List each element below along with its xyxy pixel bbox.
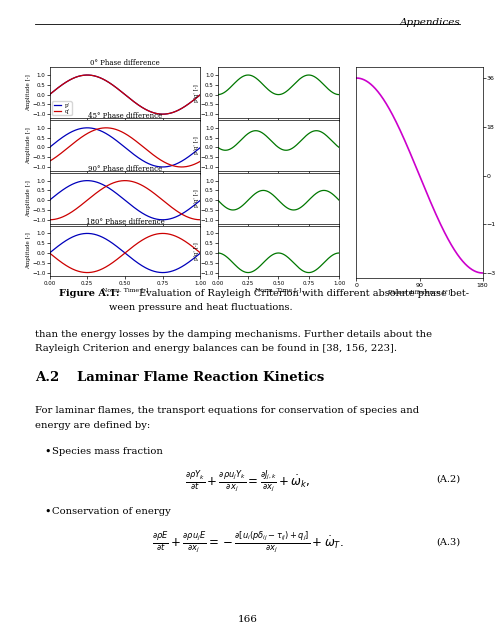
Text: energy are defined by:: energy are defined by: [35, 421, 150, 430]
Text: $\frac{\partial \rho E}{\partial t} + \frac{\partial \rho u_j E}{\partial x_j} =: $\frac{\partial \rho E}{\partial t} + \f… [151, 530, 344, 555]
Y-axis label: p'q' [-]: p'q' [-] [194, 242, 199, 260]
Text: Figure A.1:: Figure A.1: [59, 289, 120, 298]
X-axis label: Norm. Time [-]: Norm. Time [-] [255, 287, 301, 292]
Text: •: • [45, 447, 51, 457]
Y-axis label: Amplitude [-]: Amplitude [-] [26, 180, 31, 216]
Text: (A.2): (A.2) [436, 475, 460, 484]
Title: 0° Phase difference: 0° Phase difference [90, 59, 160, 67]
Title: 180° Phase difference: 180° Phase difference [86, 218, 164, 225]
Text: Species mass fraction: Species mass fraction [52, 447, 163, 456]
X-axis label: Norm. Time [-]: Norm. Time [-] [102, 287, 148, 292]
Text: Evaluation of Rayleigh Criterion with different absolute phase bet-: Evaluation of Rayleigh Criterion with di… [139, 289, 469, 298]
Title: 90° Phase difference: 90° Phase difference [88, 164, 162, 173]
Legend: p', q': p', q' [52, 101, 72, 115]
Text: $\frac{\partial \rho Y_k}{\partial t} + \frac{\partial \rho u_j Y_k}{\partial x_: $\frac{\partial \rho Y_k}{\partial t} + … [185, 468, 310, 495]
Text: For laminar flames, the transport equations for conservation of species and: For laminar flames, the transport equati… [35, 406, 419, 415]
Text: Laminar Flame Reaction Kinetics: Laminar Flame Reaction Kinetics [77, 371, 324, 384]
Y-axis label: Amplitude [-]: Amplitude [-] [26, 74, 31, 111]
Text: Rayleigh Criterion and energy balances can be found in [38, 156, 223].: Rayleigh Criterion and energy balances c… [35, 344, 396, 353]
Text: ween pressure and heat fluctuations.: ween pressure and heat fluctuations. [109, 303, 293, 312]
Text: Appendices: Appendices [399, 18, 460, 27]
Y-axis label: p'q' [-]: p'q' [-] [194, 136, 199, 154]
Y-axis label: Amplitude [-]: Amplitude [-] [26, 127, 31, 164]
Text: (A.3): (A.3) [436, 538, 460, 547]
Title: 45° Phase difference: 45° Phase difference [88, 112, 162, 120]
Text: Conservation of energy: Conservation of energy [52, 507, 171, 516]
Y-axis label: p'q' [-]: p'q' [-] [194, 84, 199, 102]
X-axis label: Phase difference [°]: Phase difference [°] [388, 289, 451, 294]
Y-axis label: Amplitude [-]: Amplitude [-] [26, 233, 31, 269]
Y-axis label: p'q' [-]: p'q' [-] [194, 189, 199, 207]
Text: A.2: A.2 [35, 371, 59, 384]
Text: than the energy losses by the damping mechanisms. Further details about the: than the energy losses by the damping me… [35, 330, 432, 339]
Text: 166: 166 [238, 615, 257, 624]
Text: •: • [45, 507, 51, 517]
